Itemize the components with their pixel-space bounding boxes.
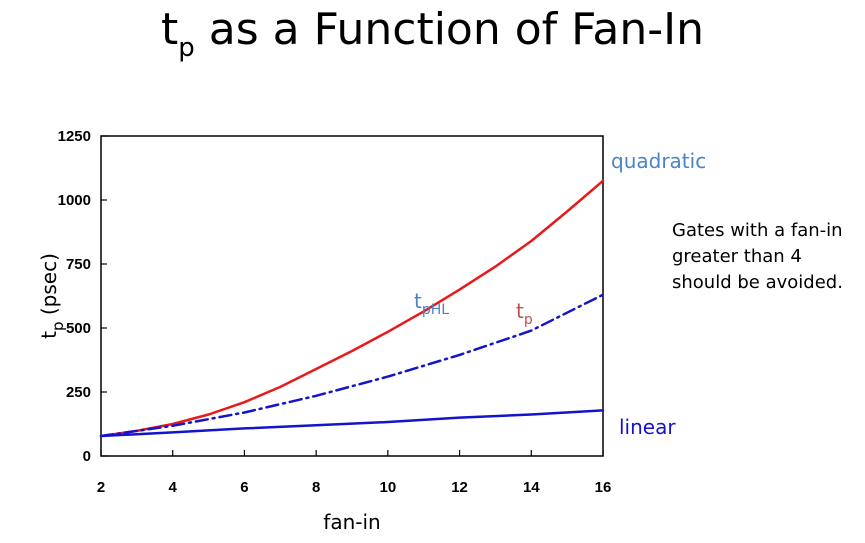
y-tick-label: 0: [83, 448, 91, 465]
plot-frame: [100, 135, 604, 457]
x-tick-label: 10: [380, 479, 397, 496]
page-title: tp as a Function of Fan-In: [0, 4, 865, 63]
series-line-dashed: [99, 293, 605, 438]
x-tick-label: 8: [312, 479, 320, 496]
annotation-tp: tp: [516, 299, 533, 328]
x-tick-label: 12: [451, 479, 468, 496]
series-line-linear: [99, 409, 605, 438]
annotation-quadratic: quadratic: [611, 149, 706, 173]
chart-annotations: quadratic linear tpHL tp: [414, 149, 706, 439]
x-tick-label: 2: [97, 479, 105, 496]
y-tick-label: 1000: [58, 192, 91, 209]
y-axis-label-sub: p: [49, 322, 67, 332]
title-rest: as a Function of Fan-In: [194, 4, 704, 55]
title-subscript: p: [178, 33, 195, 63]
y-tick-label: 500: [66, 320, 91, 337]
axis-ticks: 2 4 6 8 10 12 14 16 0 250 500 750 1000 1250: [58, 128, 612, 496]
y-tick-label: 250: [66, 384, 91, 401]
x-tick-label: 14: [523, 479, 540, 496]
y-axis-label-main: t: [37, 331, 61, 339]
y-axis-label-rest: (psec): [37, 253, 61, 321]
title-main: t: [161, 4, 179, 55]
y-axis-label: tp (psec): [37, 253, 67, 339]
y-tick-label: 1250: [58, 128, 91, 145]
x-tick-label: 16: [595, 479, 612, 496]
x-tick-label: 4: [169, 479, 178, 496]
series-line-quadratic: [99, 179, 605, 438]
fan-in-note: Gates with a fan-in greater than 4 shoul…: [672, 220, 843, 293]
x-axis-label: fan-in: [323, 510, 380, 534]
y-tick-label: 750: [66, 256, 91, 273]
annotation-linear: linear: [619, 415, 676, 439]
chart-series: [99, 179, 605, 438]
annotation-tphl: tpHL: [414, 289, 449, 318]
x-tick-label: 6: [240, 479, 248, 496]
